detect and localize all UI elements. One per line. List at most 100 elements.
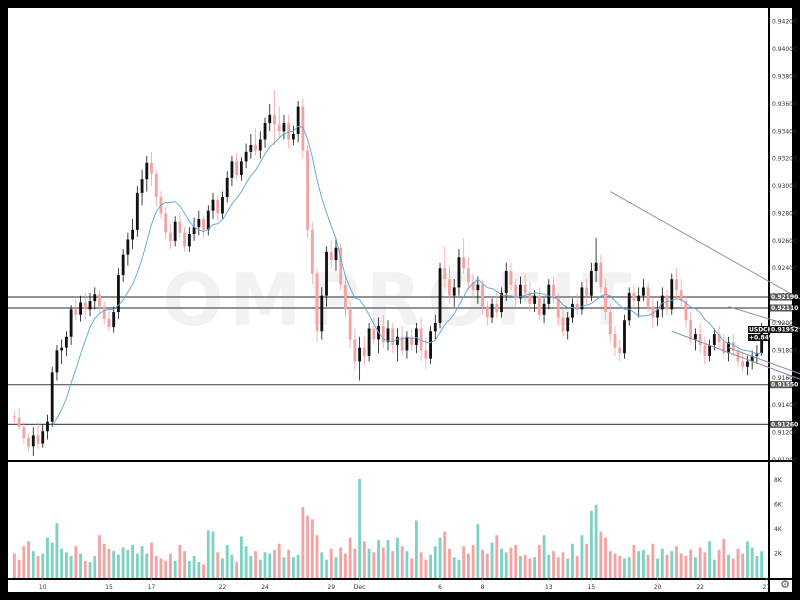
volume-bar-150: [722, 538, 726, 578]
volume-bar-4: [31, 551, 35, 578]
candle-body-119: [575, 303, 579, 310]
candle-body-131: [632, 292, 636, 302]
volume-bar-67: [329, 548, 333, 578]
candle-body-103: [500, 292, 503, 313]
candle-body-144: [694, 333, 697, 340]
gear-icon[interactable]: ⚙: [780, 578, 790, 591]
volume-bar-45: [225, 545, 229, 578]
time-tick-8: 8: [481, 584, 485, 591]
time-tick-4: 24: [261, 584, 269, 591]
volume-bar-79: [386, 540, 390, 578]
candle-body-85: [414, 328, 418, 345]
candle-body-25: [131, 229, 135, 240]
volume-bar-48: [239, 536, 243, 578]
volume-bar-71: [348, 537, 352, 578]
level-label-0: 0.92190: [771, 294, 798, 301]
trendline-3: [728, 347, 800, 375]
volume-bar-70: [344, 553, 347, 578]
volume-bar-114: [552, 551, 555, 578]
level-label-3: 0.91260: [771, 421, 798, 428]
level-label-bg-1: [770, 304, 792, 312]
candle-body-143: [689, 320, 693, 340]
corner-panel: [770, 580, 792, 592]
candle-body-89: [433, 323, 437, 332]
volume-bar-21: [112, 551, 116, 578]
candle-body-13: [74, 309, 78, 315]
price-tick-6: 0.93000: [772, 183, 797, 190]
candle-body-152: [731, 342, 735, 351]
candle-body-138: [665, 295, 669, 310]
volume-bar-107: [519, 556, 522, 578]
volume-bar-112: [542, 535, 546, 578]
level-label-2: 0.91550: [771, 382, 798, 389]
volume-bar-27: [140, 546, 144, 578]
volume-bar-5: [36, 556, 40, 578]
volume-bar-49: [244, 546, 248, 578]
candle-body-5: [36, 435, 40, 444]
volume-bar-35: [178, 545, 182, 578]
volume-bar-117: [566, 558, 570, 578]
candle-body-11: [64, 336, 68, 348]
candle-body-97: [471, 281, 475, 291]
candle-body-37: [187, 234, 191, 247]
volume-bar-12: [69, 556, 73, 578]
volume-bar-74: [362, 541, 366, 578]
candle-body-60: [296, 106, 300, 135]
volume-bar-87: [424, 559, 428, 578]
last-price-text: 0.91952: [771, 327, 798, 334]
volume-bar-41: [206, 530, 210, 578]
candle-body-26: [135, 192, 139, 230]
candle-body-114: [552, 284, 555, 299]
volume-bar-103: [500, 548, 503, 578]
candle-body-40: [202, 218, 205, 230]
volume-bar-14: [79, 553, 82, 578]
price-tick-1: 0.94000: [772, 46, 797, 53]
candle-body-59: [291, 134, 295, 140]
volume-bar-61: [301, 507, 305, 578]
candle-body-69: [339, 247, 343, 285]
candle-body-105: [509, 270, 513, 285]
time-tick-10: 15: [588, 584, 596, 591]
candle-body-102: [495, 303, 499, 313]
price-axis-panel: [770, 8, 792, 460]
volume-bar-96: [466, 553, 470, 578]
volume-bar-158: [760, 551, 764, 578]
volume-tick-2: 4K: [774, 526, 783, 533]
candle-body-116: [561, 317, 565, 332]
volume-bar-28: [145, 553, 149, 578]
volume-bar-90: [438, 537, 442, 578]
candle-body-8: [50, 372, 54, 422]
candle-body-68: [334, 247, 338, 261]
candle-body-39: [197, 218, 201, 228]
price-tick-15: 0.91200: [772, 430, 797, 437]
volume-bar-126: [608, 551, 612, 578]
volume-bar-156: [750, 547, 754, 578]
level-label-bg-0: [770, 293, 792, 301]
candle-body-139: [670, 279, 674, 310]
candle-body-158: [760, 329, 764, 354]
volume-bar-125: [604, 537, 607, 578]
volume-bar-34: [173, 560, 177, 578]
volume-bar-157: [755, 556, 759, 578]
volume-bar-16: [88, 562, 92, 578]
candle-body-50: [249, 144, 253, 152]
candle-body-38: [192, 227, 196, 234]
candle-body-95: [462, 257, 466, 269]
candle-body-16: [88, 301, 92, 310]
volume-bar-9: [55, 523, 59, 578]
volume-bar-131: [632, 545, 636, 578]
candle-body-142: [684, 301, 688, 321]
volume-bar-115: [556, 557, 560, 578]
volume-bar-3: [27, 541, 30, 578]
volume-bar-85: [414, 520, 418, 578]
candle-body-83: [405, 336, 409, 351]
volume-axis-panel: [770, 462, 792, 578]
candle-body-101: [490, 303, 494, 318]
volume-bar-151: [727, 554, 730, 578]
price-tick-0: 0.94200: [772, 19, 797, 26]
candle-body-3: [27, 438, 30, 447]
candle-body-48: [239, 161, 243, 176]
volume-bar-43: [216, 552, 220, 578]
